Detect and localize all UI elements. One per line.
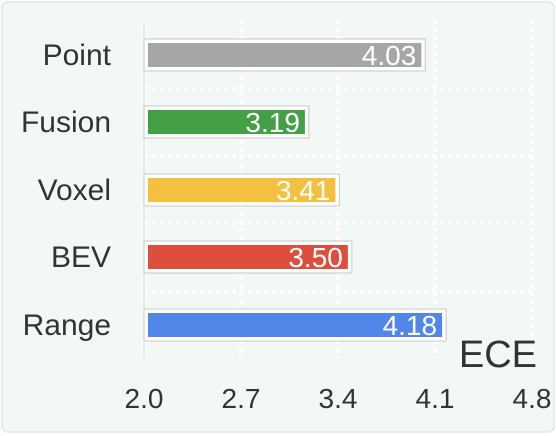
bar-value-label: 3.41 [276,175,331,206]
category-label: Point [43,39,112,72]
x-axis-title: ECE [459,334,537,376]
x-tick-label: 4.1 [416,383,455,414]
bar-value-label: 3.50 [288,242,343,273]
bar [148,313,443,337]
bars [143,38,447,342]
x-tick-label: 2.0 [125,383,164,414]
category-label: BEV [51,241,111,274]
category-label: Range [23,309,111,342]
bar-value-label: 4.03 [362,40,417,71]
bar [148,43,422,67]
bar [148,110,305,134]
bar [148,178,336,202]
bar-value-label: 4.18 [383,310,438,341]
bar-value-label: 3.19 [245,107,300,138]
x-tick-label: 2.7 [222,383,261,414]
x-tick-label: 3.4 [319,383,358,414]
category-label: Voxel [38,174,111,207]
x-tick-label: 4.8 [513,383,552,414]
category-label: Fusion [21,106,111,139]
bar [148,245,348,269]
labels: 4.03 Point 3.19 Fusion 3.41 Voxel 3.50 BEV 4.18 R… [21,39,552,414]
